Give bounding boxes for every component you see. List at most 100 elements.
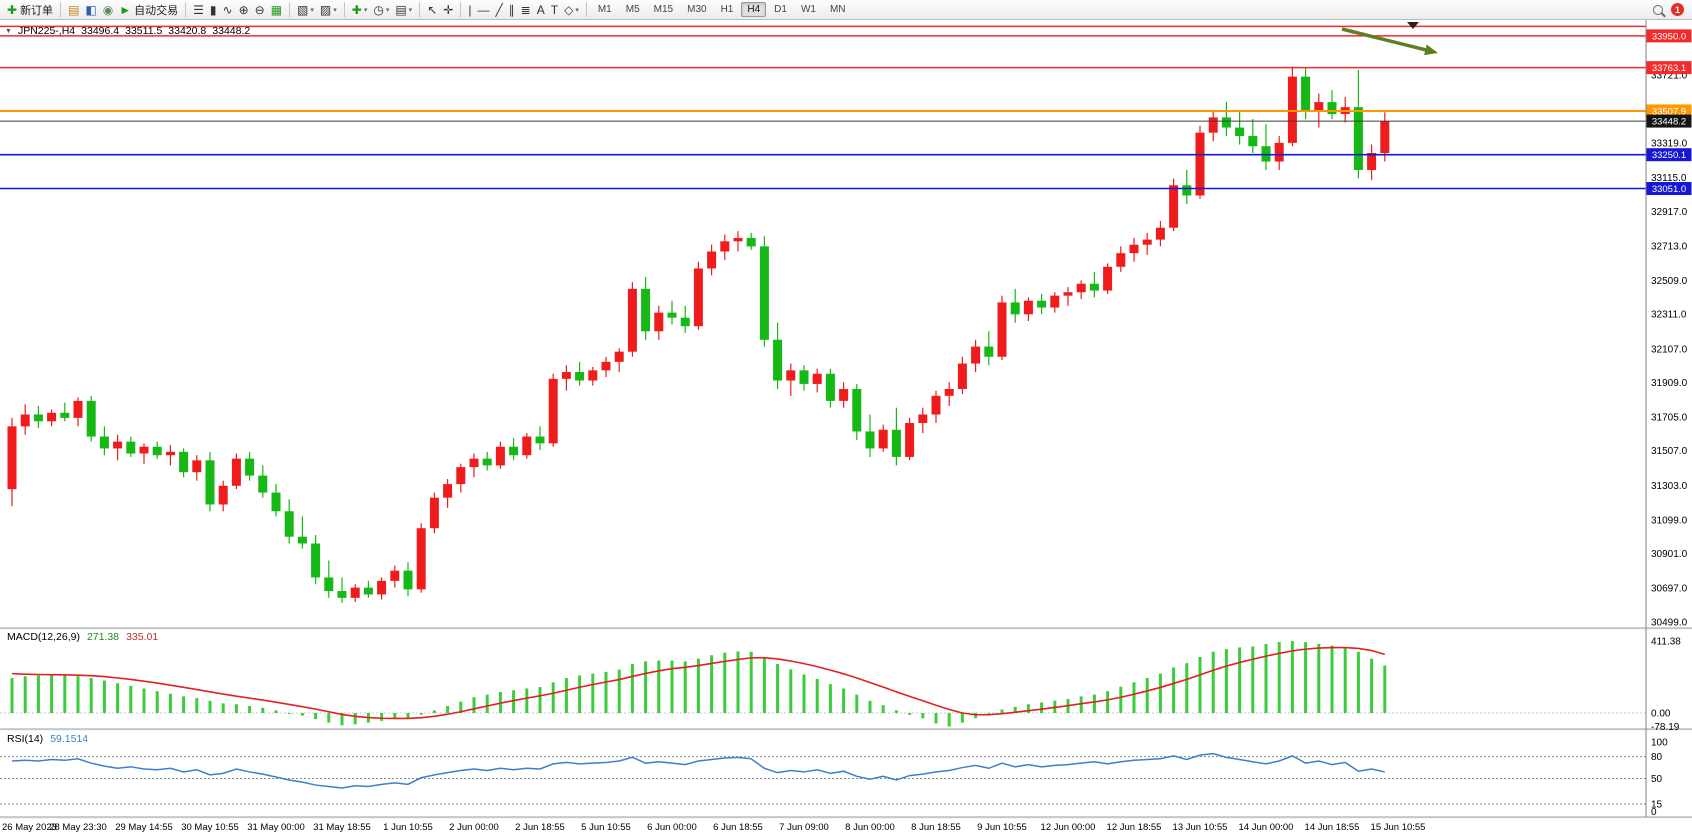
- svg-text:6 Jun 00:00: 6 Jun 00:00: [647, 822, 697, 833]
- svg-text:31303.0: 31303.0: [1651, 481, 1688, 492]
- shapes-button[interactable]: ◇ ▾: [561, 1, 582, 19]
- crosshair-button[interactable]: ✛: [440, 1, 456, 19]
- svg-text:15: 15: [1651, 800, 1663, 811]
- svg-text:32509.0: 32509.0: [1651, 276, 1688, 287]
- svg-text:33250.1: 33250.1: [1652, 150, 1686, 161]
- trendline-button[interactable]: ╱: [492, 1, 505, 19]
- dividers-layer: [0, 627, 1692, 819]
- channel-button[interactable]: ∥: [506, 1, 518, 19]
- svg-text:32917.0: 32917.0: [1651, 207, 1688, 218]
- tile-windows-button[interactable]: ▦: [268, 1, 285, 19]
- timeframe-M30[interactable]: M30: [687, 4, 707, 15]
- community-button[interactable]: ◉: [100, 1, 116, 19]
- ohlc-low: 33420.8: [168, 25, 207, 37]
- new-order-icon: ✚: [7, 2, 18, 17]
- svg-text:33507.9: 33507.9: [1652, 106, 1686, 117]
- new-chart-icon: ▧: [297, 2, 309, 17]
- svg-text:8 Jun 00:00: 8 Jun 00:00: [845, 822, 895, 833]
- toolbar-separator: [460, 2, 462, 17]
- one-click-trading-toggle[interactable]: ▼: [5, 27, 12, 35]
- trendline-icon: ╱: [495, 2, 503, 17]
- chevron-down-icon: ▾: [385, 6, 390, 14]
- zoom-in-icon: ⊕: [238, 2, 249, 17]
- new-chart-button[interactable]: ▧ ▾: [294, 1, 317, 19]
- bar-chart-mode-icon: ☰: [193, 2, 204, 17]
- svg-text:30901.0: 30901.0: [1651, 549, 1688, 560]
- zoom-in-button[interactable]: ⊕: [236, 1, 252, 19]
- timeframe-M15[interactable]: M15: [653, 4, 674, 15]
- trend-arrow-annotation: [1341, 27, 1431, 53]
- new-order-button[interactable]: ✚ 新订单: [4, 1, 56, 19]
- timeframe-MN[interactable]: MN: [829, 4, 846, 15]
- svg-text:29 May 14:55: 29 May 14:55: [115, 822, 173, 833]
- svg-text:30 May 10:55: 30 May 10:55: [181, 822, 239, 833]
- svg-text:31 May 18:55: 31 May 18:55: [313, 822, 371, 833]
- macd-panel: 411.38 0.00 -78.19: [0, 637, 1681, 733]
- search-icon[interactable]: [1653, 4, 1663, 15]
- svg-text:33950.0: 33950.0: [1652, 31, 1686, 42]
- text-button[interactable]: A: [534, 1, 548, 19]
- zoom-out-button[interactable]: ⊖: [252, 1, 268, 19]
- candlestick-mode-button[interactable]: ▮: [207, 1, 220, 19]
- toolbar-separator: [289, 2, 291, 17]
- vertical-line-button[interactable]: |: [465, 1, 474, 19]
- toolbar-separator: [185, 2, 187, 17]
- horizontal-line-button[interactable]: —: [474, 1, 492, 19]
- fibonacci-button[interactable]: ≣: [518, 1, 534, 19]
- svg-text:33051.0: 33051.0: [1652, 184, 1686, 195]
- cursor-button[interactable]: ↖: [424, 1, 440, 19]
- text-label-button[interactable]: T: [548, 1, 561, 19]
- periods-icon: ◷: [373, 2, 384, 17]
- price-axis[interactable]: 33721.0 33319.0 33115.0 32917.0 32713.0 32509…: [1645, 20, 1688, 817]
- toolbar-separator: [343, 2, 345, 17]
- svg-text:32713.0: 32713.0: [1651, 241, 1688, 252]
- candles-layer: [7, 66, 1390, 603]
- timeframe-D1[interactable]: D1: [774, 4, 787, 15]
- auto-trading-button[interactable]: ► 自动交易: [116, 1, 181, 19]
- svg-text:32311.0: 32311.0: [1651, 310, 1687, 321]
- svg-text:-78.19: -78.19: [1651, 722, 1680, 733]
- timeframe-M5[interactable]: M5: [625, 4, 640, 15]
- rsi-label: RSI(14) 59.1514: [5, 733, 91, 745]
- svg-text:2 Jun 00:00: 2 Jun 00:00: [449, 822, 499, 833]
- toolbar: ✚ 新订单 ▤ ◧ ◉ ► 自动交易 ☰ ▮ ∿ ⊕ ⊖ ▦ ▧ ▾ ▨ ▾ ✚ ▾ ◷ ▾ ▤ ▾ ↖ ✛ | — ╱ ∥ ≣ A T ◇ ▾ …: [0, 0, 1692, 20]
- svg-text:33448.2: 33448.2: [1652, 117, 1686, 128]
- svg-text:30499.0: 30499.0: [1651, 617, 1688, 628]
- chart-stack-button[interactable]: ▤: [65, 1, 82, 19]
- profiles-icon: ▨: [319, 2, 332, 17]
- line-chart-mode-button[interactable]: ∿: [220, 1, 236, 19]
- profiles-button[interactable]: ▨ ▾: [317, 1, 340, 19]
- chevron-down-icon: ▾: [408, 6, 413, 14]
- tile-windows-icon: ▦: [270, 2, 283, 17]
- indicators-icon: ✚: [351, 2, 362, 17]
- macd-label: MACD(12,26,9) 271.38 335.01: [5, 631, 161, 643]
- timeframe-M1[interactable]: M1: [597, 4, 612, 15]
- svg-text:411.38: 411.38: [1651, 637, 1681, 648]
- svg-text:5 Jun 10:55: 5 Jun 10:55: [581, 822, 631, 833]
- svg-text:33721.0: 33721.0: [1651, 70, 1688, 81]
- timeframe-H1[interactable]: H1: [720, 4, 734, 15]
- annotations-layer[interactable]: [1341, 22, 1438, 56]
- rsi-name: RSI(14): [7, 733, 44, 745]
- indicators-button[interactable]: ✚ ▾: [349, 1, 371, 19]
- ohlc-high: 33511.5: [125, 25, 163, 37]
- community-icon: ◉: [102, 2, 114, 17]
- toolbar-separator: [419, 2, 421, 17]
- cursor-icon: ↖: [427, 2, 438, 17]
- svg-text:14 Jun 00:00: 14 Jun 00:00: [1239, 822, 1294, 833]
- svg-text:13 Jun 10:55: 13 Jun 10:55: [1173, 822, 1228, 833]
- timeframe-H4[interactable]: H4: [741, 2, 767, 17]
- market-watch-button[interactable]: ◧: [82, 1, 99, 19]
- timeframe-W1[interactable]: W1: [800, 4, 816, 15]
- templates-button[interactable]: ▤ ▾: [392, 1, 415, 19]
- level-lines-layer[interactable]: [0, 25, 1646, 190]
- periods-button[interactable]: ◷ ▾: [370, 1, 392, 19]
- svg-text:9 Jun 10:55: 9 Jun 10:55: [977, 822, 1027, 833]
- templates-icon: ▤: [395, 2, 407, 17]
- svg-text:6 Jun 18:55: 6 Jun 18:55: [713, 822, 763, 833]
- notification-badge[interactable]: 1: [1671, 3, 1684, 16]
- crosshair-icon: ✛: [443, 2, 454, 17]
- toolbar-left: ✚ 新订单 ▤ ◧ ◉ ► 自动交易 ☰ ▮ ∿ ⊕ ⊖ ▦ ▧ ▾ ▨ ▾ ✚ ▾ ◷ ▾ ▤ ▾ ↖ ✛ | — ╱ ∥ ≣ A T ◇ ▾: [4, 1, 582, 19]
- bar-chart-mode-button[interactable]: ☰: [190, 1, 207, 19]
